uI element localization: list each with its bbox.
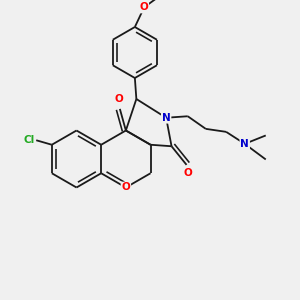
Text: O: O — [115, 94, 124, 104]
Text: N: N — [162, 113, 170, 123]
Text: O: O — [122, 182, 130, 193]
Text: O: O — [140, 2, 148, 13]
Text: N: N — [240, 139, 249, 149]
Text: O: O — [184, 168, 192, 178]
Text: Cl: Cl — [24, 135, 35, 145]
